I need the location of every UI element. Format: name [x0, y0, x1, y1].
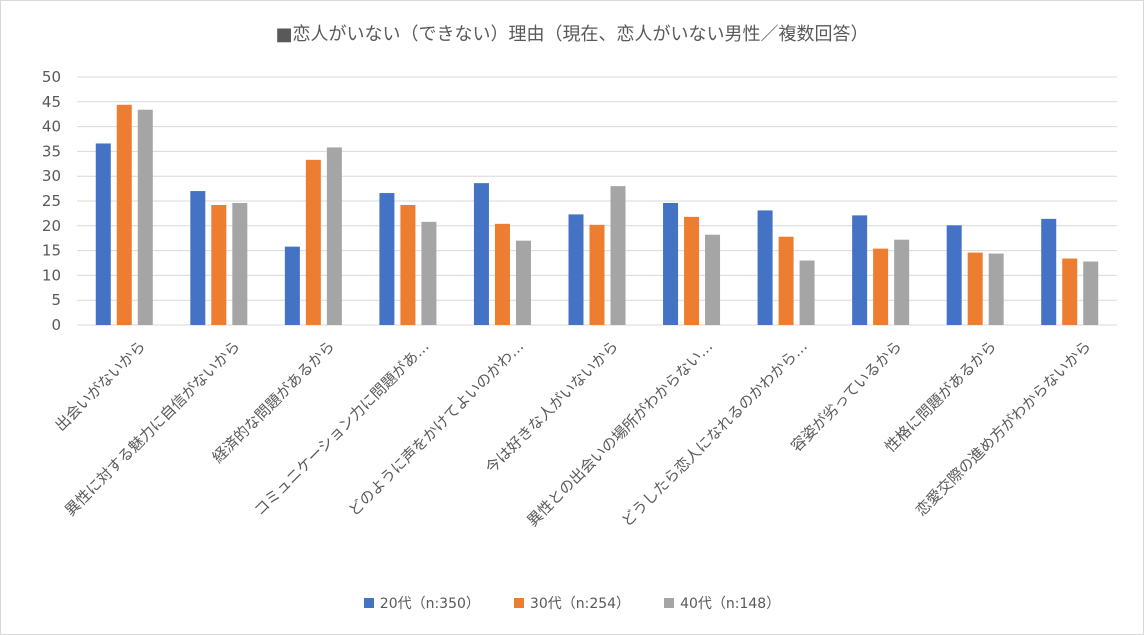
- x-category-label: コミュニケーション力に問題があ…: [251, 337, 433, 519]
- x-category-label: どのように声をかけてよいのかわ…: [345, 337, 527, 519]
- bar: [190, 191, 206, 325]
- bar: [894, 239, 910, 325]
- bar: [705, 234, 721, 325]
- y-tick-label: 15: [42, 242, 61, 260]
- bar: [946, 225, 962, 325]
- bar: [326, 147, 342, 325]
- x-category-label: 異性に対する魅力に自信がないから: [61, 337, 243, 519]
- legend-swatch: [513, 598, 524, 608]
- bar: [568, 214, 584, 325]
- y-tick-label: 0: [51, 316, 61, 334]
- bar: [610, 186, 626, 325]
- bar: [1062, 258, 1078, 325]
- bar: [211, 204, 227, 325]
- bar: [95, 143, 111, 325]
- bar: [305, 159, 321, 325]
- bar: [988, 253, 1004, 325]
- bar: [799, 260, 815, 325]
- gridlines: [77, 76, 1117, 326]
- bar: [589, 224, 605, 325]
- y-tick-label: 25: [42, 192, 61, 210]
- legend-label: 40代（n:148）: [680, 596, 781, 612]
- y-tick-label: 50: [42, 68, 61, 86]
- bars: [95, 104, 1099, 326]
- bar: [232, 202, 248, 325]
- x-category-label: どうしたら恋人になれるのかわから…: [618, 337, 811, 530]
- legend-swatch: [363, 598, 374, 608]
- legend-item: 30代（n:254）: [513, 593, 631, 613]
- y-tick-label: 45: [42, 93, 61, 111]
- chart-title: ■恋人がいない（できない）理由（現在、恋人がいない男性／複数回答）: [275, 24, 869, 45]
- bar: [757, 210, 773, 325]
- y-tick-label: 10: [42, 266, 61, 284]
- legend-item: 20代（n:350）: [363, 593, 480, 613]
- bar: [873, 248, 889, 325]
- y-axis-ticks: 0 5 10 15 20 25 30 35 40 45 50: [42, 68, 61, 334]
- bar: [684, 216, 700, 325]
- legend: 20代（n:350） 30代（n:254） 40代（n:148）: [0, 593, 1144, 613]
- bar: [116, 104, 132, 325]
- y-tick-label: 20: [42, 217, 61, 235]
- x-category-label: 異性との出会いの場所がわからない…: [523, 337, 716, 530]
- bar: [1083, 261, 1099, 325]
- bar: [379, 193, 395, 325]
- legend-label: 20代（n:350）: [379, 596, 480, 612]
- x-category-label: 恋愛交際の進め方がわからないから: [912, 337, 1094, 519]
- x-axis-categories: 出会いがないから異性に対する魅力に自信がないから経済的な問題があるからコミュニケ…: [52, 337, 1095, 530]
- bar: [778, 236, 794, 325]
- y-tick-label: 5: [51, 291, 61, 309]
- x-category-label: 出会いがないから: [52, 337, 150, 435]
- bar: [663, 202, 679, 325]
- legend-swatch: [664, 598, 675, 608]
- bar: [494, 223, 510, 325]
- y-tick-label: 40: [42, 118, 61, 136]
- legend-label: 30代（n:254）: [529, 596, 631, 612]
- bar: [473, 183, 489, 325]
- bar: [515, 240, 531, 325]
- y-tick-label: 30: [42, 167, 61, 185]
- bar: [852, 215, 868, 325]
- y-tick-label: 35: [42, 142, 61, 160]
- legend-item: 40代（n:148）: [664, 593, 780, 613]
- bar: [137, 109, 153, 326]
- bar: [400, 204, 416, 325]
- bar: [967, 252, 983, 325]
- bar: [284, 246, 300, 325]
- bar: [1041, 218, 1057, 325]
- bar: [421, 221, 437, 325]
